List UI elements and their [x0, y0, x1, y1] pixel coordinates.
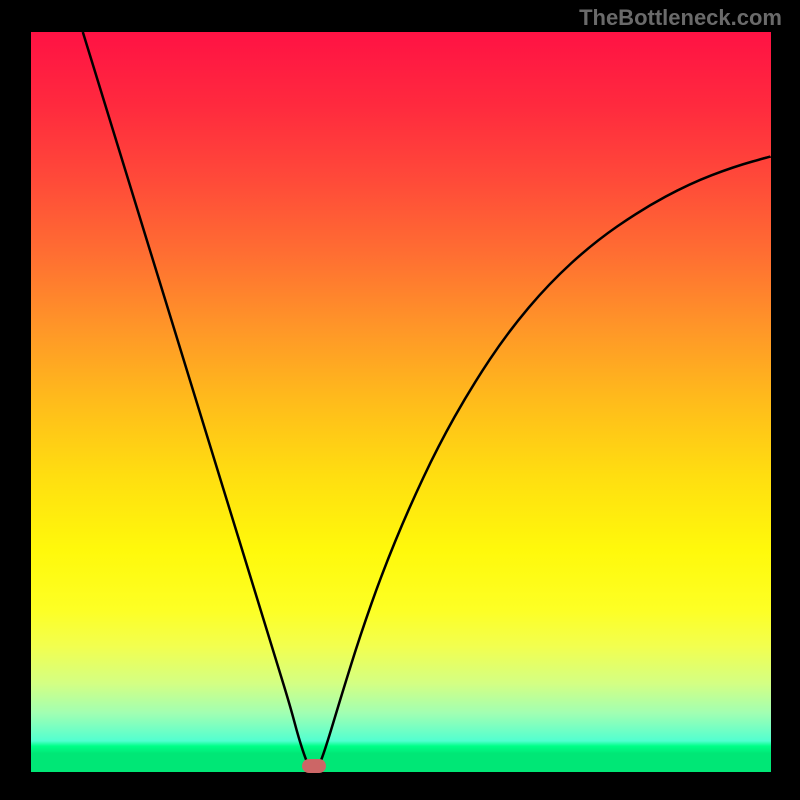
plot-area: [31, 32, 771, 772]
optimal-point-marker: [302, 759, 326, 773]
bottleneck-curve: [31, 32, 771, 772]
watermark-text: TheBottleneck.com: [579, 5, 782, 31]
chart-container: TheBottleneck.com: [0, 0, 800, 800]
